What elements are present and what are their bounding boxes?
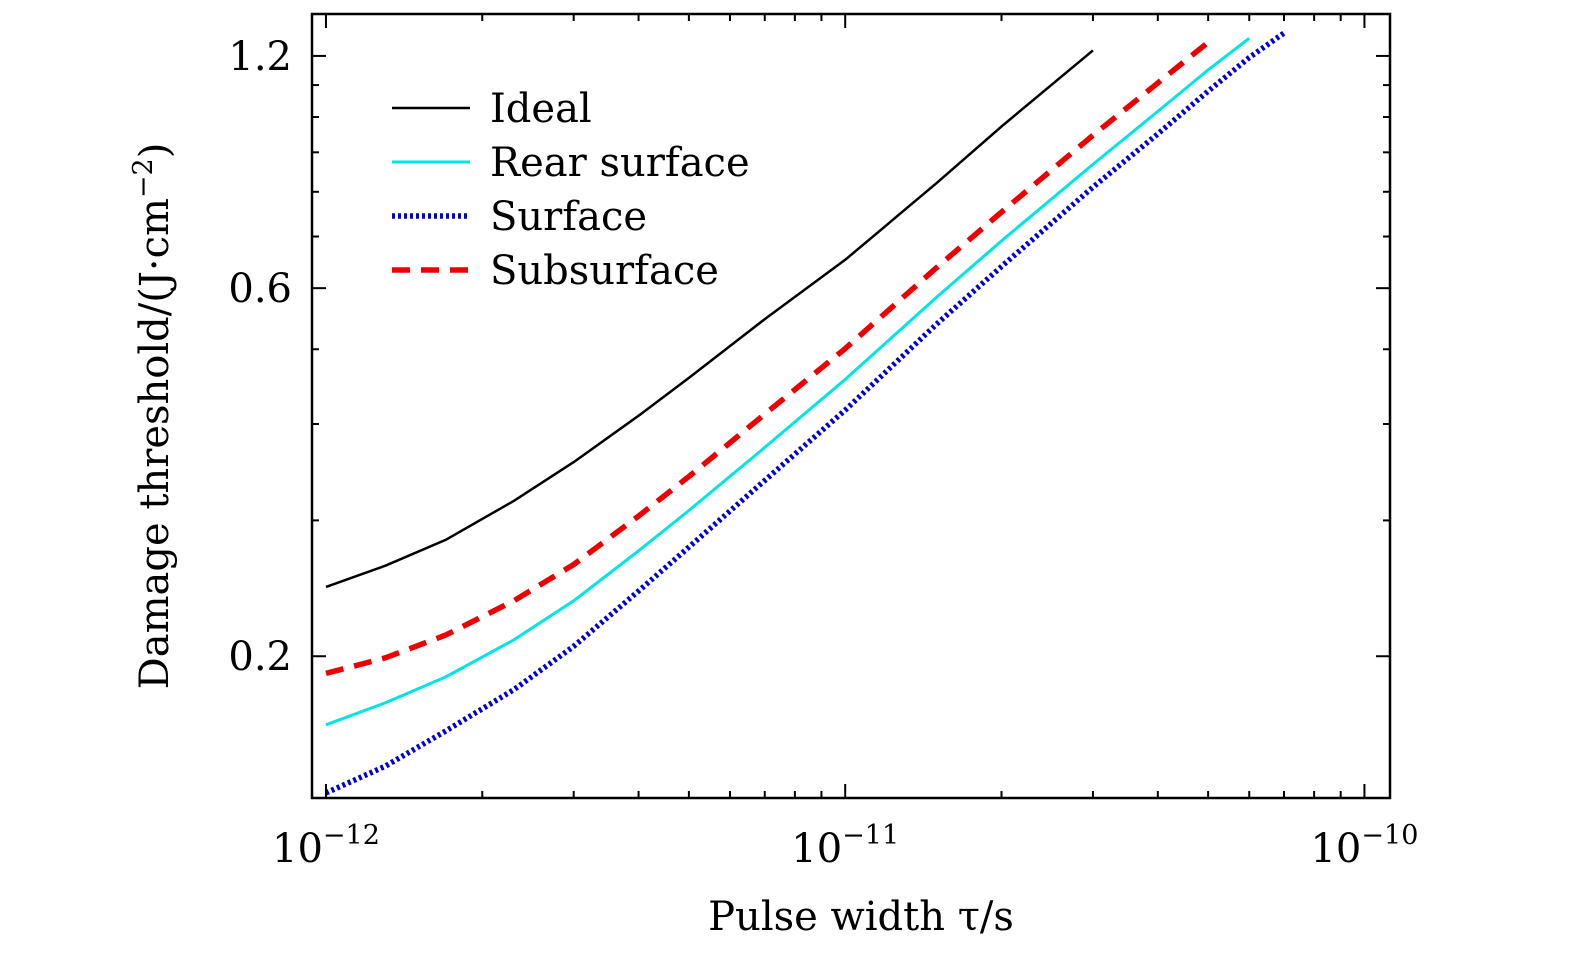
x-tick-label: 10−11 <box>791 820 899 872</box>
y-axis-title: Damage threshold/(J·cm−2) <box>128 143 178 690</box>
tick-labels: 10−12 10−11 10−10 0.2 0.6 1.2 <box>228 34 1418 872</box>
y-tick-label: 0.2 <box>228 634 292 680</box>
y-axis-title-close: ) <box>132 143 178 159</box>
x-tick-label: 10−10 <box>1310 820 1418 872</box>
x-axis-title: Pulse width τ/s <box>708 894 1014 940</box>
legend-label-surface: Surface <box>490 194 647 240</box>
plot-frame <box>310 12 1392 800</box>
series-line-ideal <box>325 49 1094 589</box>
ticks-layer <box>312 14 1390 798</box>
legend-entry-rear-surface: Rear surface <box>392 140 750 186</box>
y-axis-title-exp: −2 <box>128 158 159 198</box>
legend-label-subsurface: Subsurface <box>490 248 719 294</box>
legend-entry-surface: Surface <box>392 194 647 240</box>
series-line-surface <box>324 30 1286 796</box>
legend: Ideal Rear surface Surface Subsurface <box>392 86 750 294</box>
legend-label-rear-surface: Rear surface <box>490 140 750 186</box>
series-line-rear-surface <box>325 37 1251 727</box>
legend-label-ideal: Ideal <box>490 86 592 132</box>
y-axis-title-main: Damage threshold/(J·cm <box>132 198 178 689</box>
y-tick-label: 0.6 <box>228 266 292 312</box>
series-layer <box>324 30 1286 796</box>
series-line-subsurface <box>325 40 1210 677</box>
legend-entry-ideal: Ideal <box>392 86 592 132</box>
x-tick-label: 10−12 <box>272 820 380 872</box>
legend-entry-subsurface: Subsurface <box>392 248 719 294</box>
y-tick-label: 1.2 <box>228 34 292 80</box>
